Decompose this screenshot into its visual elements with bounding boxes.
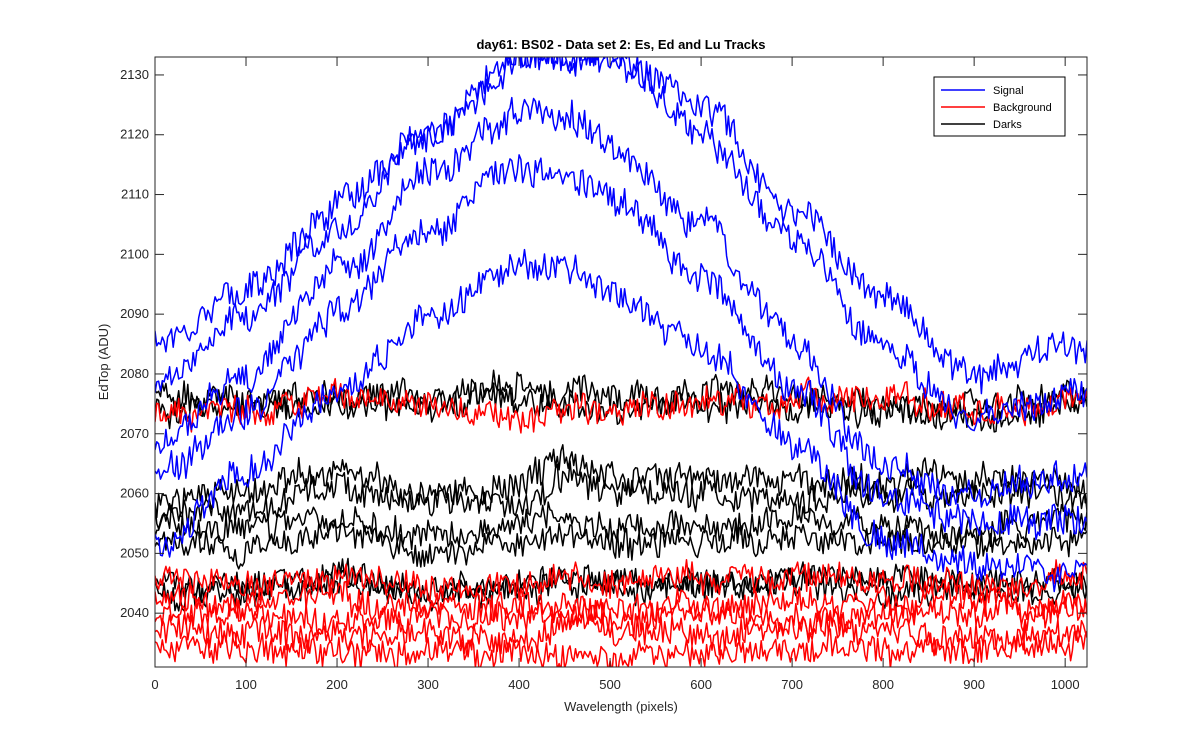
x-tick-label: 800 [872, 677, 894, 692]
y-tick-label: 2130 [120, 67, 149, 82]
x-tick-label: 400 [508, 677, 530, 692]
legend-label-background: Background [993, 102, 1052, 114]
x-tick-label: 100 [235, 677, 257, 692]
x-tick-label: 900 [963, 677, 985, 692]
series-line-darks [155, 444, 1087, 519]
series-layer [155, 57, 1087, 667]
y-tick-label: 2050 [120, 545, 149, 560]
x-tick-label: 700 [781, 677, 803, 692]
y-tick-label: 2120 [120, 127, 149, 142]
x-tick-label: 300 [417, 677, 439, 692]
y-tick-label: 2100 [120, 246, 149, 261]
x-tick-label: 200 [326, 677, 348, 692]
series-line-background [155, 579, 1087, 632]
y-tick-label: 2070 [120, 426, 149, 441]
series-line-signal [155, 248, 1087, 593]
y-tick-label: 2110 [121, 187, 149, 202]
x-tick-label: 1000 [1051, 677, 1080, 692]
plot-frame [154, 56, 1088, 668]
y-tick-label: 2090 [120, 306, 149, 321]
series-line-signal [155, 154, 1087, 541]
series-line-background [155, 609, 1087, 658]
y-tick-label: 2080 [120, 366, 149, 381]
series-line-darks [155, 501, 1087, 551]
legend-label-signal: Signal [993, 85, 1024, 97]
legend: Signal Background Darks [933, 76, 1066, 137]
series-line-signal [155, 57, 1087, 432]
series-line-background [155, 628, 1087, 667]
chart-title: day61: BS02 - Data set 2: Es, Ed and Lu … [476, 37, 765, 52]
legend-label-darks: Darks [993, 119, 1022, 131]
x-tick-label: 600 [690, 677, 712, 692]
y-tick-label: 2040 [120, 605, 149, 620]
y-tick-label: 2060 [120, 486, 149, 501]
x-tick-label: 0 [151, 677, 158, 692]
series-line-background [155, 591, 1087, 641]
series-line-darks [155, 518, 1087, 570]
series-line-background [155, 376, 1087, 434]
series-line-signal [155, 96, 1087, 508]
ticks-layer: 0 100 200 300 400 500 600 700 800 900 1000 2040 2050… [120, 57, 1087, 692]
y-axis-title: EdTop (ADU) [96, 324, 111, 401]
x-axis-title: Wavelength (pixels) [564, 699, 678, 714]
x-tick-label: 500 [599, 677, 621, 692]
